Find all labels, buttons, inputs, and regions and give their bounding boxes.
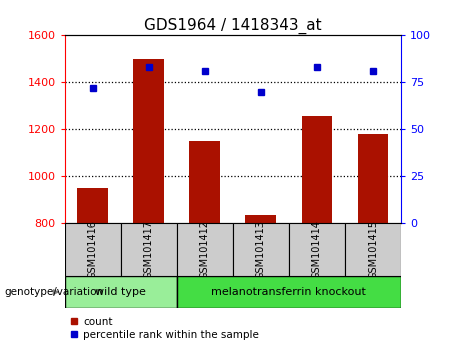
Bar [177,276,401,308]
Bar [345,223,401,276]
Text: GSM101412: GSM101412 [200,220,210,279]
Bar [233,223,289,276]
Text: GSM101416: GSM101416 [88,220,98,279]
Bar [245,215,276,223]
Text: GSM101415: GSM101415 [368,220,378,279]
Text: genotype/variation: genotype/variation [5,287,104,297]
Bar [121,223,177,276]
Text: GSM101414: GSM101414 [312,220,322,279]
Bar [133,59,164,223]
Title: GDS1964 / 1418343_at: GDS1964 / 1418343_at [144,18,322,34]
Legend: count, percentile rank within the sample: count, percentile rank within the sample [70,317,259,340]
Bar [65,223,121,276]
Text: wild type: wild type [95,287,146,297]
Bar [358,134,389,223]
Bar [289,223,345,276]
Bar [189,141,220,223]
Bar [177,223,233,276]
Bar [77,188,108,223]
Bar [301,116,332,223]
Text: GSM101413: GSM101413 [256,220,266,279]
Text: melanotransferrin knockout: melanotransferrin knockout [212,287,366,297]
Text: GSM101417: GSM101417 [144,220,154,279]
Bar [65,276,177,308]
